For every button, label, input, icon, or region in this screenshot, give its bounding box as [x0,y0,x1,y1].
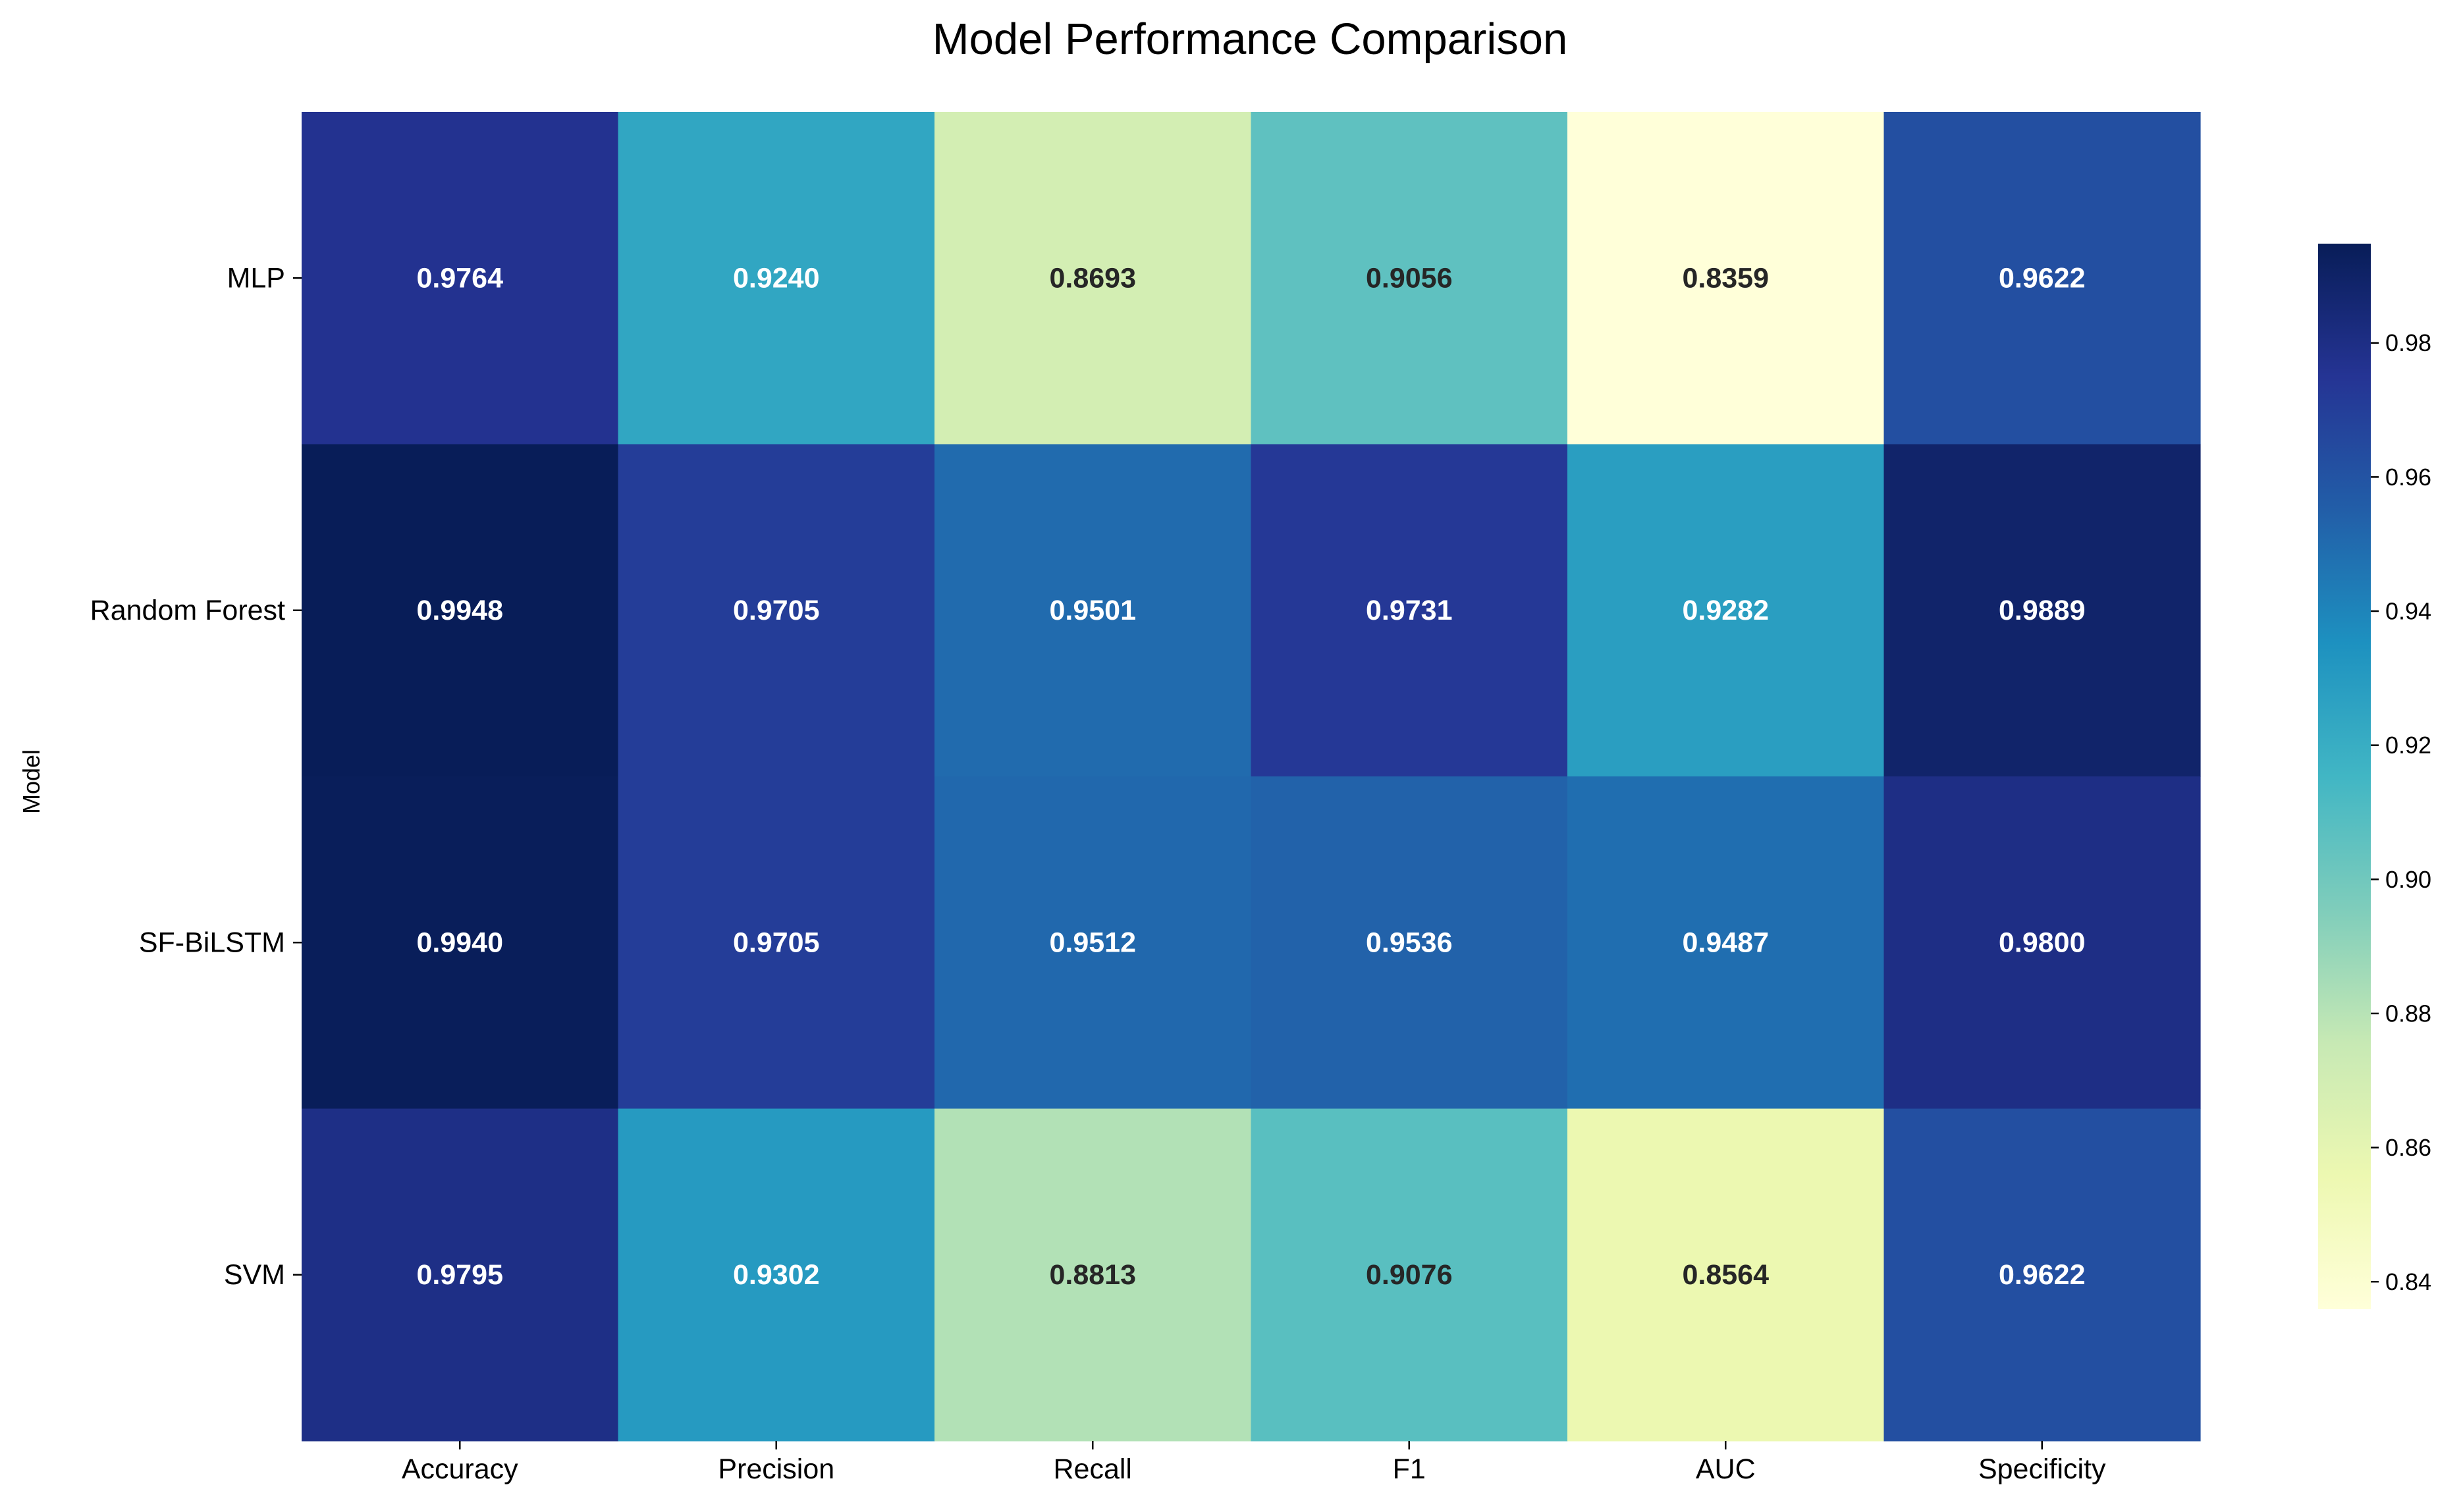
cell-value-label: 0.9948 [416,595,503,626]
cell-value-label: 0.9889 [1999,595,2086,626]
heatmap-cell [1251,112,1568,445]
cell-value-label: 0.8359 [1682,262,1769,294]
cell-value-label: 0.9795 [416,1259,503,1291]
heatmap-cell [1251,1108,1568,1442]
cell-value-label: 0.9940 [416,927,503,958]
cell-value-label: 0.9705 [733,927,820,958]
heatmap-cell [1251,444,1568,777]
x-tick-label: Accuracy [402,1453,518,1485]
heatmap-cell [934,112,1252,445]
x-tick-label: Recall [1054,1453,1133,1485]
colorbar: 0.84 0.86 0.88 0.90 0.92 0.94 0.96 0.98 [2318,244,2431,1309]
heatmap-cells [302,112,2201,1442]
cell-value-label: 0.9240 [733,262,820,294]
cell-value-label: 0.9731 [1366,595,1453,626]
cell-value-label: 0.9282 [1682,595,1769,626]
heatmap-cell [1567,444,1885,777]
heatmap-cell [1883,112,2201,445]
x-axis-ticks: Accuracy Precision Recall F1 AUC Specificity [402,1441,2106,1485]
heatmap-cell [618,112,935,445]
cell-value-label: 0.9302 [733,1259,820,1291]
cell-value-label: 0.9501 [1049,595,1136,626]
cell-value-label: 0.8813 [1049,1259,1136,1291]
cell-value-label: 0.9622 [1999,262,2086,294]
colorbar-tick-label: 0.88 [2385,1000,2431,1027]
heatmap-cell [302,444,619,777]
heatmap-cell-labels: 0.9764 0.9240 0.8693 0.9056 0.8359 0.9622 0.99… [416,262,2085,1291]
cell-value-label: 0.9487 [1682,927,1769,958]
heatmap-cell [1567,112,1885,445]
heatmap-cell [618,444,935,777]
colorbar-tick-label: 0.86 [2385,1134,2431,1161]
cell-value-label: 0.9705 [733,595,820,626]
heatmap-cell [1251,776,1568,1110]
cell-value-label: 0.9800 [1999,927,2086,958]
heatmap-cell [302,776,619,1110]
colorbar-tick-label: 0.98 [2385,329,2431,356]
cell-value-label: 0.9536 [1366,927,1453,958]
x-tick-label: F1 [1393,1453,1426,1485]
heatmap-cell [1567,1108,1885,1442]
heatmap-cell [934,776,1252,1110]
heatmap-cell [1567,776,1885,1110]
colorbar-tick-label: 0.90 [2385,866,2431,893]
y-axis-label: Model [18,749,45,814]
heatmap-cell [934,444,1252,777]
y-axis-ticks: MLP Random Forest SF-BiLSTM SVM [90,262,302,1291]
cell-value-label: 0.9512 [1049,927,1136,958]
colorbar-tick-label: 0.96 [2385,464,2431,491]
y-tick-label: SVM [224,1259,285,1291]
colorbar-tick-label: 0.84 [2385,1268,2431,1295]
chart-title: Model Performance Comparison [933,14,1567,64]
heatmap-cell [1883,444,2201,777]
heatmap-cell [934,1108,1252,1442]
cell-value-label: 0.9056 [1366,262,1453,294]
cell-value-label: 0.8564 [1682,1259,1769,1291]
x-tick-label: AUC [1696,1453,1756,1485]
cell-value-label: 0.9076 [1366,1259,1453,1291]
colorbar-tick-label: 0.92 [2385,732,2431,759]
colorbar-tick-label: 0.94 [2385,598,2431,625]
y-tick-label: MLP [227,262,285,294]
heatmap-cell [302,1108,619,1442]
heatmap-cell [302,112,619,445]
cell-value-label: 0.8693 [1049,262,1136,294]
heatmap-cell [618,1108,935,1442]
cell-value-label: 0.9622 [1999,1259,2086,1291]
y-tick-label: Random Forest [90,595,285,626]
cell-value-label: 0.9764 [416,262,503,294]
x-tick-label: Precision [718,1453,834,1485]
heatmap-cell [618,776,935,1110]
colorbar-gradient [2318,244,2371,1309]
heatmap-cell [1883,776,2201,1110]
heatmap-cell [1883,1108,2201,1442]
y-tick-label: SF-BiLSTM [139,927,285,958]
x-tick-label: Specificity [1978,1453,2106,1485]
